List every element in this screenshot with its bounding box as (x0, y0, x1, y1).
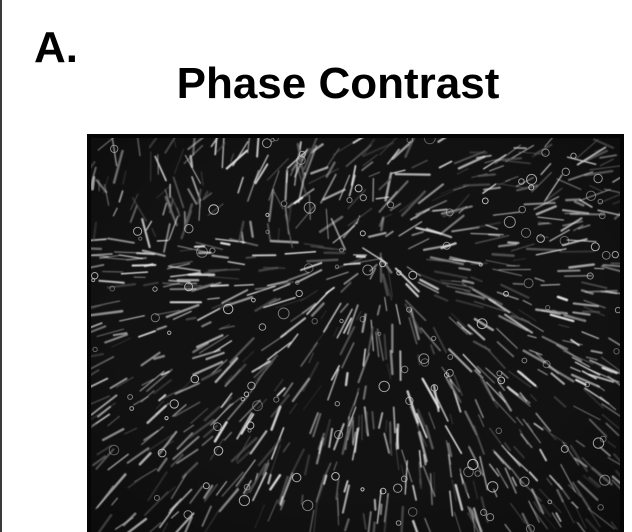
panel-title: Phase Contrast (176, 59, 500, 108)
phase-contrast-micrograph (87, 134, 624, 532)
micrograph-image (91, 138, 620, 532)
left-edge-line (0, 0, 2, 532)
panel-label: A. (34, 23, 78, 72)
